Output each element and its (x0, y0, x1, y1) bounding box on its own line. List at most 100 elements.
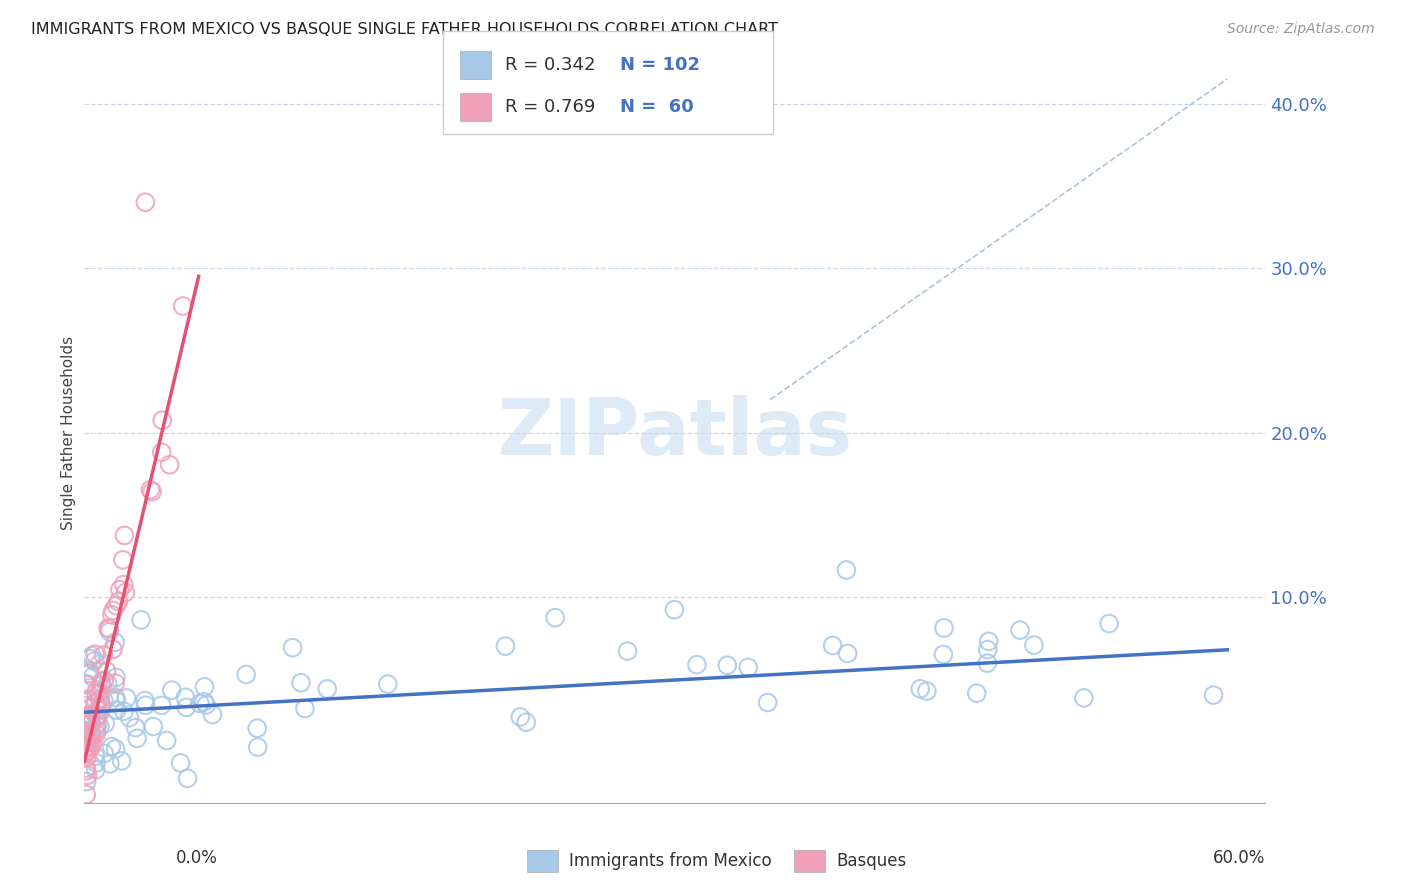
Point (82, 736, 104, 750)
Point (966, 686, 988, 700)
Point (86, 712, 108, 726)
Point (104, 676, 127, 690)
Point (932, 621, 955, 635)
Point (98, 756, 121, 771)
Point (89, 701, 111, 715)
Point (316, 681, 339, 696)
Point (79, 651, 101, 665)
Point (77, 744, 100, 758)
Text: Basques: Basques (837, 852, 907, 871)
Point (1202, 688, 1225, 702)
Point (142, 719, 165, 733)
Point (377, 677, 399, 691)
Point (79, 708, 101, 723)
Point (93, 648, 115, 662)
Point (75, 725, 97, 739)
Point (160, 683, 183, 698)
Point (96, 664, 118, 678)
Point (1010, 623, 1032, 637)
Point (89, 692, 111, 706)
Point (93, 693, 115, 707)
Point (101, 603, 124, 617)
Point (129, 613, 152, 627)
Text: R = 0.769: R = 0.769 (505, 98, 595, 116)
Point (86, 683, 108, 698)
Point (84, 727, 107, 741)
Point (75, 764, 97, 778)
Point (90, 678, 112, 692)
Point (124, 721, 146, 735)
Point (176, 772, 198, 786)
Point (246, 721, 269, 735)
Point (79, 714, 101, 728)
Point (75, 761, 97, 775)
Point (150, 445, 173, 459)
Point (80, 648, 103, 663)
Point (159, 458, 181, 472)
Point (80, 725, 103, 739)
Point (76, 719, 98, 733)
Point (77, 694, 100, 708)
Point (77, 664, 100, 678)
Point (76, 739, 98, 753)
Point (193, 695, 215, 709)
Point (84, 695, 107, 709)
Point (90, 698, 112, 712)
Point (174, 690, 197, 705)
Point (83, 654, 105, 668)
Point (1073, 690, 1095, 705)
Point (84, 686, 107, 700)
Point (80, 716, 103, 731)
Point (75, 698, 97, 713)
Point (98, 690, 121, 704)
Point (80, 729, 103, 743)
Point (75, 788, 97, 802)
Point (114, 585, 136, 599)
Point (77, 740, 100, 755)
Point (84, 763, 107, 777)
Point (75, 678, 97, 692)
Point (115, 690, 138, 705)
Point (80, 711, 103, 725)
Point (86, 719, 108, 733)
Point (135, 698, 157, 713)
Point (87, 716, 110, 731)
Point (104, 635, 127, 649)
Point (84, 647, 107, 661)
Point (294, 701, 316, 715)
Point (89, 657, 111, 672)
Point (89, 720, 111, 734)
Point (76, 731, 98, 745)
Point (112, 577, 135, 591)
Point (105, 599, 128, 613)
Point (134, 693, 156, 707)
Text: Immigrants from Mexico: Immigrants from Mexico (569, 852, 772, 871)
Point (79, 701, 101, 715)
Point (76, 774, 98, 789)
Point (127, 731, 149, 746)
Point (201, 707, 224, 722)
Point (821, 639, 844, 653)
Point (134, 195, 156, 210)
Point (1098, 616, 1121, 631)
Point (515, 715, 537, 730)
Point (281, 640, 304, 655)
Text: N =  60: N = 60 (620, 98, 693, 116)
Point (977, 634, 1000, 648)
Point (79, 736, 101, 750)
Point (169, 756, 191, 770)
Point (77, 708, 100, 723)
Point (84, 749, 107, 764)
Point (915, 684, 938, 698)
Point (932, 648, 955, 662)
Point (77, 711, 100, 725)
Point (107, 595, 129, 609)
Point (716, 658, 738, 673)
Point (686, 657, 709, 672)
Point (75, 676, 97, 690)
Point (156, 733, 179, 747)
Text: 0.0%: 0.0% (176, 849, 218, 867)
Point (105, 703, 128, 717)
Point (976, 642, 998, 657)
Point (664, 603, 686, 617)
